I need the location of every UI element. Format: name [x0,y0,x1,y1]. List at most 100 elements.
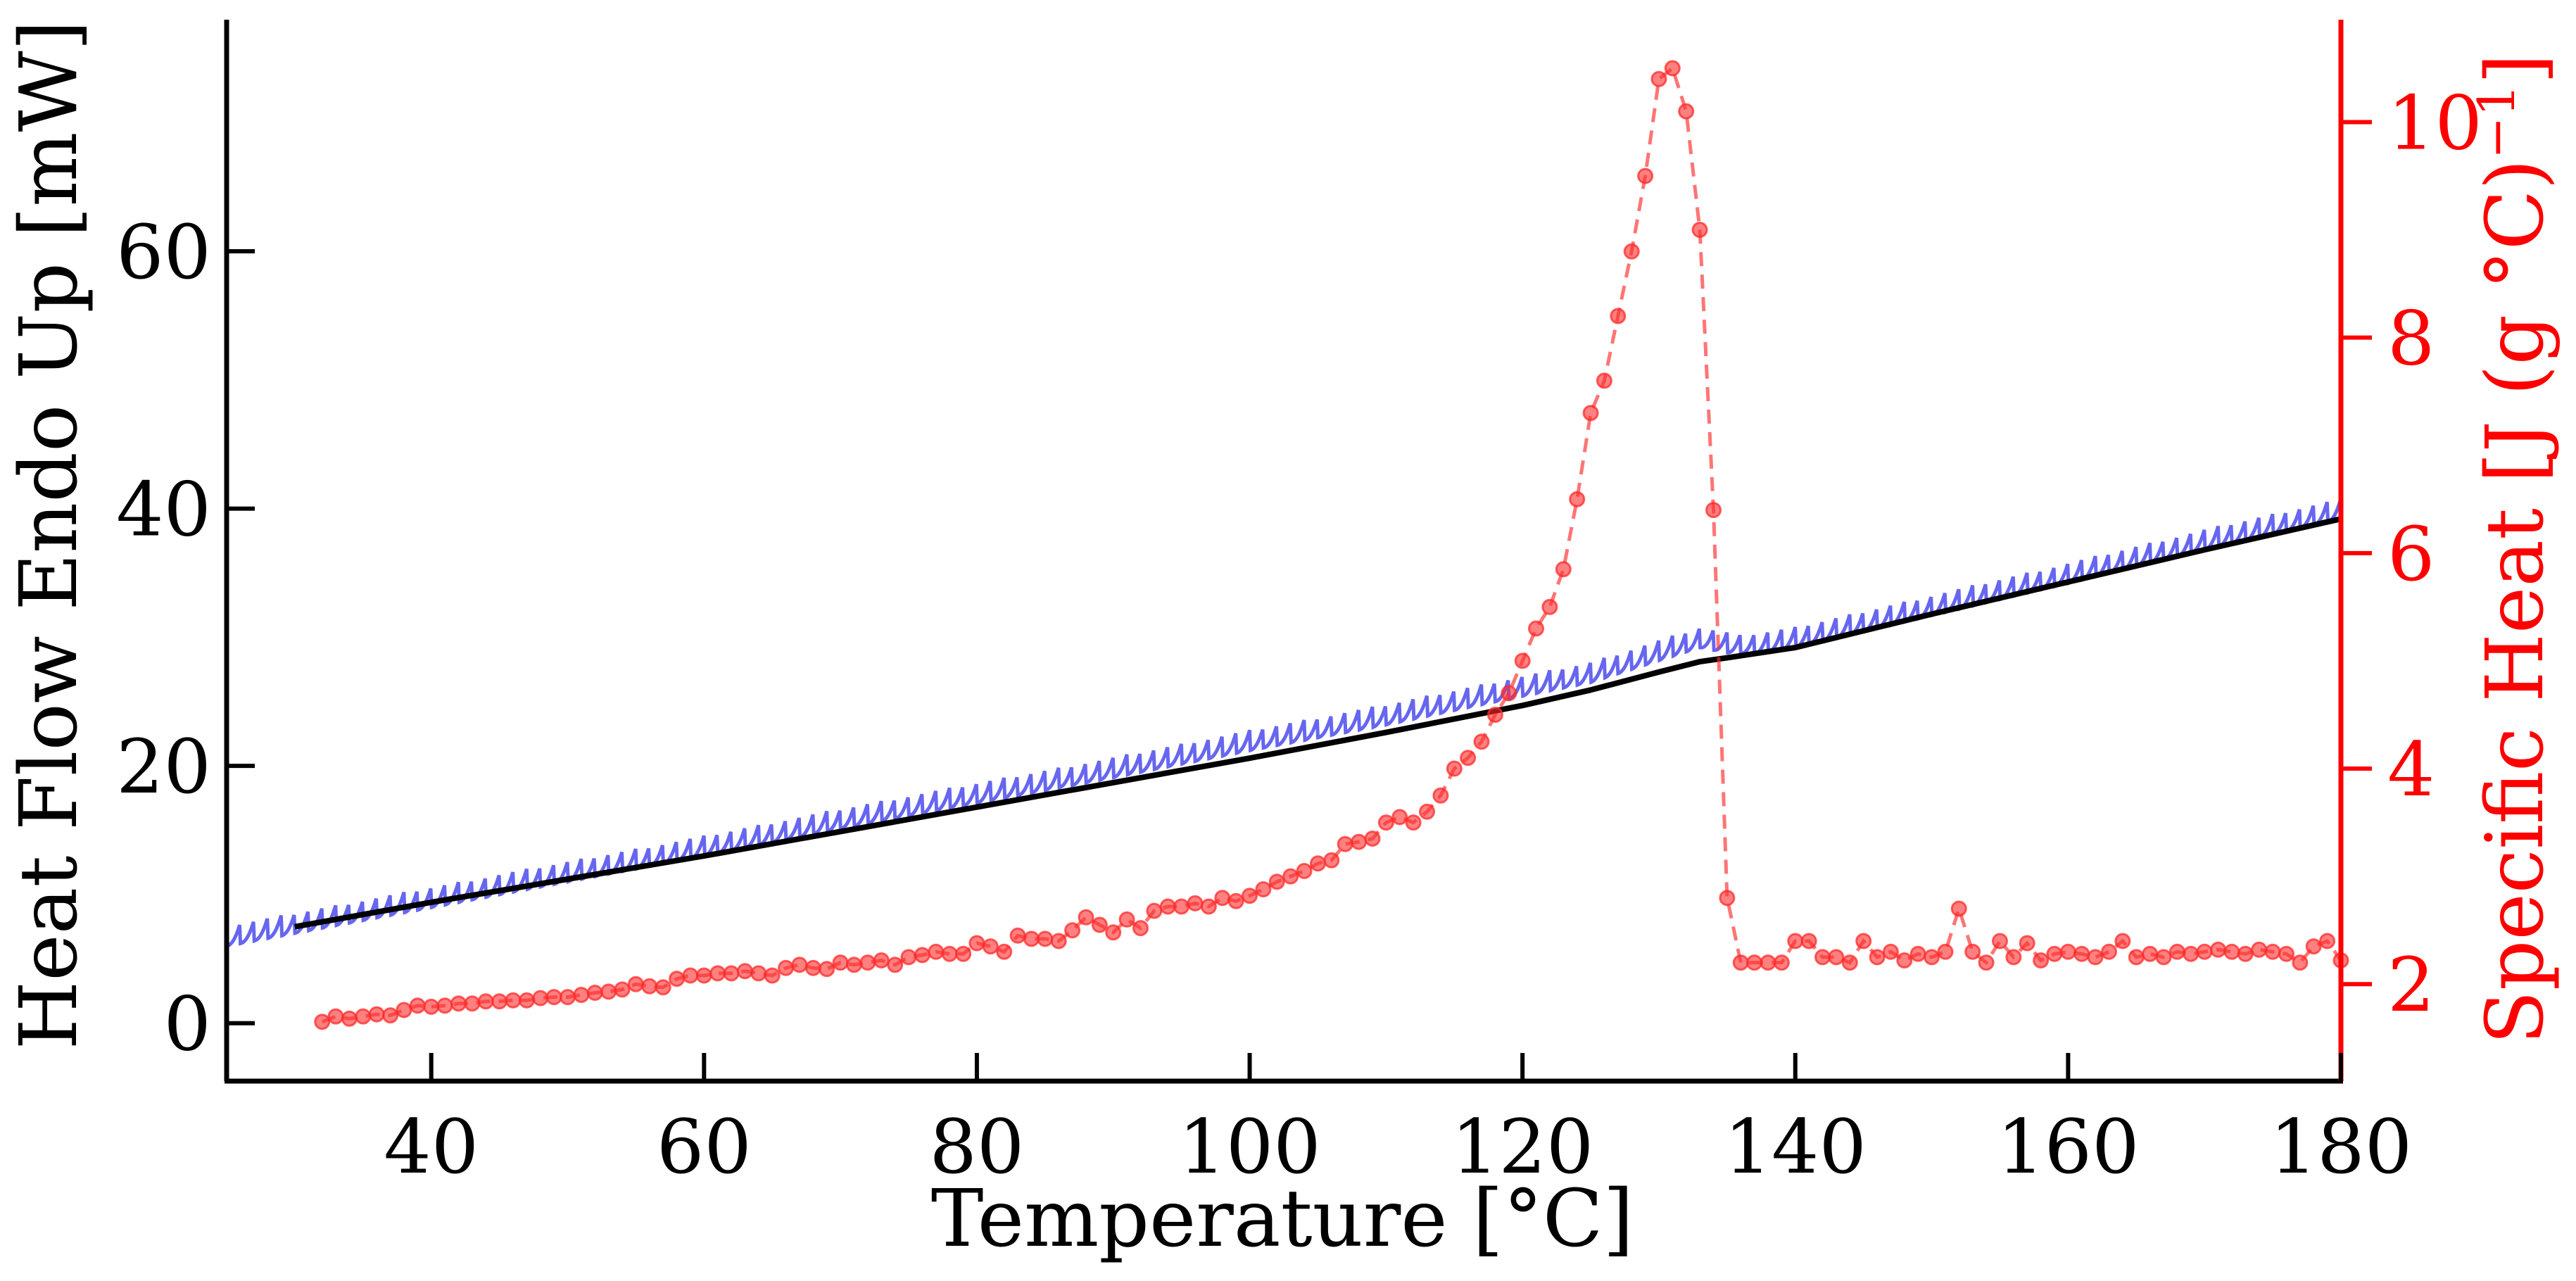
specific-heat-point [1760,954,1776,971]
specific-heat-point [1828,949,1845,966]
specific-heat-point [1841,954,1858,971]
specific-heat-point [1091,916,1108,933]
specific-heat-point [2142,945,2159,962]
specific-heat-point [1950,900,1967,917]
specific-heat-point [2114,933,2131,949]
specific-heat-point [1419,803,1435,820]
specific-heat-point [477,993,494,1010]
specific-heat-point [2196,943,2213,960]
specific-heat-point [2319,933,2336,949]
specific-heat-point [1242,888,1258,904]
y-tick-label: 60 [116,209,211,296]
specific-heat-point [423,998,440,1015]
specific-heat-point [1992,933,2008,949]
specific-heat-point [2223,943,2240,960]
specific-heat-point [1924,949,1940,966]
specific-heat-point [1432,787,1449,804]
specific-heat-point [1569,491,1586,507]
specific-heat-point [1377,814,1394,831]
specific-heat-point [1855,933,1872,949]
specific-heat-point [450,995,467,1012]
specific-heat-point [1787,933,1804,949]
specific-heat-point [1582,405,1599,422]
specific-heat-point [1541,598,1558,615]
x-tick-label: 120 [1451,1104,1593,1190]
specific-heat-point [1746,954,1763,971]
specific-heat-point [586,985,603,1001]
specific-heat-point [1214,890,1231,907]
specific-heat-point [1146,902,1163,919]
specific-heat-point [1486,707,1503,723]
specific-heat-point [573,987,590,1003]
specific-heat-point [545,989,562,1006]
specific-heat-point [1882,943,1899,960]
specific-heat-point [1896,952,1913,968]
specific-heat-point [819,961,835,978]
specific-heat-point [560,989,576,1006]
specific-heat-point [1268,873,1285,890]
specific-heat-point [1282,868,1299,885]
specific-heat-point [1473,733,1490,750]
specific-heat-point [1501,685,1517,702]
y-axis-label: Heat Flow Endo Up [mW] [4,20,95,1050]
specific-heat-point [491,993,508,1010]
y2-tick-label: 10 [2387,80,2482,166]
specific-heat-point [1118,911,1135,928]
specific-heat-point [1800,933,1817,949]
x-tick-label: 140 [1724,1104,1867,1190]
specific-heat-point [709,965,726,982]
axes-layer: 40 60 80 100 120 140 160 180 0 20 40 60 2 4 6 8 10 [116,20,2482,1190]
y-tick-label: 0 [164,981,211,1068]
x-axis-label: Temperature [°C] [931,1173,1634,1265]
y2-axis-label-superscript: −1 [2467,84,2526,159]
specific-heat-point [1637,168,1654,184]
specific-heat-point [341,1010,358,1027]
y-tick-label: 20 [116,724,211,810]
specific-heat-point [2019,935,2035,952]
specific-heat-point [368,1006,385,1023]
specific-heat-point [982,938,999,955]
specific-heat-point [723,965,740,982]
specific-heat-point [1705,502,1722,519]
specific-heat-point [1105,924,1122,941]
specific-heat-point [641,978,658,995]
y2-axis-label-close: ] [2470,53,2561,84]
series-total-heat-flow [294,516,2342,930]
specific-heat-point [1514,652,1531,669]
specific-heat-point [2292,954,2309,971]
specific-heat-point [1555,561,1572,578]
specific-heat-point [396,1002,412,1018]
specific-heat-point [2128,949,2145,966]
specific-heat-point [1050,933,1067,949]
specific-heat-point [1664,60,1681,77]
specific-heat-point [2046,945,2063,962]
specific-heat-point [1064,922,1081,939]
y2-tick-label: 6 [2387,511,2435,598]
specific-heat-point [614,981,631,998]
y2-axis-label-main: Specific Heat [J (g °C) [2470,159,2561,1045]
specific-heat-point [804,959,821,976]
x-tick-label: 100 [1178,1104,1320,1190]
specific-heat-point [1610,308,1627,324]
specific-heat-point [669,971,686,987]
specific-heat-point [764,967,781,984]
specific-heat-point [327,1008,344,1025]
y-tick-label: 40 [116,467,211,553]
specific-heat-point [859,954,876,971]
specific-heat-point [1528,620,1544,637]
specific-heat-point [518,992,535,1009]
specific-heat-point [627,976,644,992]
specific-heat-point [2251,941,2268,958]
specific-heat-point [1255,881,1272,897]
specific-heat-point [832,954,849,971]
specific-heat-point [1964,943,1981,960]
specific-heat-point [791,957,808,973]
specific-heat-point [1296,863,1313,879]
specific-heat-point [887,957,904,973]
specific-heat-point [2073,945,2090,962]
specific-heat-point [900,949,917,966]
specific-heat-point [914,947,930,964]
specific-heat-point [314,1014,331,1030]
